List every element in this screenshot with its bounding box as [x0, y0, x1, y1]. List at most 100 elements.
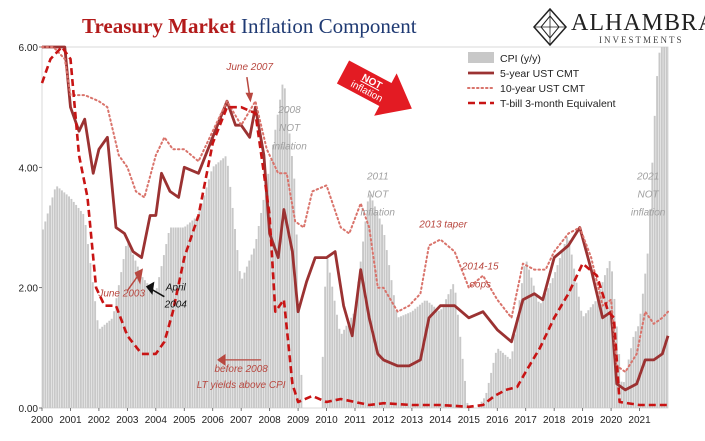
cpi-bar	[357, 281, 360, 408]
cpi-bar	[108, 320, 111, 408]
cpi-bar	[134, 260, 137, 408]
annotation-label: 2013 taper	[418, 220, 467, 231]
cpi-bar	[445, 299, 448, 408]
cpi-bar	[186, 224, 189, 408]
cpi-bar	[639, 313, 642, 408]
x-tick-label: 2011	[344, 415, 366, 426]
cpi-bar	[656, 76, 659, 408]
cpi-bar	[371, 200, 374, 408]
cpi-bar	[127, 242, 130, 408]
cpi-bar	[124, 246, 127, 408]
cpi-bar	[658, 52, 661, 409]
cpi-bar	[437, 310, 440, 408]
legend-label: CPI (y/y)	[500, 53, 541, 65]
cpi-bar	[333, 300, 336, 408]
y-tick-label: 6.00	[19, 43, 39, 54]
cpi-bar	[293, 178, 296, 408]
cpi-bar	[587, 310, 590, 408]
cpi-bar	[269, 159, 272, 408]
annotation-label: 2014-15	[461, 262, 499, 273]
cpi-bar	[53, 189, 56, 408]
x-tick-label: 2001	[59, 415, 82, 426]
cpi-bar	[630, 348, 632, 408]
cpi-bar	[373, 206, 376, 408]
cpi-bar	[276, 114, 279, 408]
cpi-bar	[324, 286, 327, 408]
cpi-bar	[336, 314, 338, 408]
cpi-bar	[435, 308, 438, 408]
legend-label: T-bill 3-month Equivalent	[500, 98, 616, 110]
cpi-bar	[490, 372, 493, 408]
legend-swatch-cpi	[468, 52, 494, 63]
cpi-bar	[46, 213, 49, 408]
cpi-bar	[72, 201, 75, 408]
cpi-bar	[530, 277, 533, 408]
cpi-bar	[549, 283, 552, 408]
cpi-bar	[452, 284, 455, 408]
cpi-bar	[632, 336, 635, 408]
cpi-bar	[537, 301, 540, 408]
cpi-bar	[525, 261, 528, 408]
cpi-bar	[499, 350, 502, 408]
cpi-bar	[234, 229, 236, 408]
cpi-bar	[404, 314, 407, 408]
cpi-bar	[155, 288, 158, 408]
cpi-bar	[58, 188, 61, 408]
chart-title: Treasury Market Inflation Component	[82, 14, 417, 39]
cpi-bar	[174, 227, 177, 408]
cpi-bar	[407, 313, 410, 408]
cpi-bar	[385, 250, 388, 408]
cpi-bar	[191, 220, 194, 408]
annotation-label: oops	[469, 280, 491, 291]
cpi-bar	[355, 301, 357, 408]
cpi-bar	[447, 294, 450, 408]
cpi-bar	[63, 192, 66, 408]
cpi-bar	[381, 224, 383, 408]
april-2004-arrowhead	[145, 281, 155, 295]
cpi-bar	[660, 47, 663, 408]
cpi-bar	[219, 160, 222, 408]
cpi-bar	[158, 277, 161, 408]
cpi-bar	[509, 358, 512, 408]
cpi-bar	[241, 278, 244, 408]
y-tick-label: 0.00	[19, 404, 39, 415]
cpi-bar	[423, 300, 426, 408]
cpi-bar	[551, 278, 554, 408]
series-line-solid	[42, 45, 670, 392]
cpi-bar	[580, 310, 583, 408]
cpi-bar	[331, 286, 334, 408]
cpi-bar	[397, 317, 400, 408]
x-tick-label: 2008	[259, 415, 282, 426]
annotation-label: 2021	[636, 171, 659, 182]
cpi-bar	[279, 99, 282, 408]
cpi-bar	[392, 295, 395, 408]
cpi-bar	[518, 300, 521, 408]
cpi-bar	[573, 268, 576, 408]
cpi-bar	[544, 293, 547, 408]
cpi-bar	[160, 266, 163, 408]
cpi-bar	[433, 306, 436, 408]
cpi-bar	[79, 210, 82, 408]
june-2003-arrowhead	[134, 268, 144, 285]
cpi-bar	[141, 277, 144, 408]
cpi-bar	[151, 289, 153, 408]
cpi-bar	[651, 162, 654, 408]
annotation-label: inflation	[631, 207, 666, 218]
cpi-bar	[400, 316, 402, 408]
cpi-bar	[343, 329, 346, 408]
y-tick-label: 2.00	[19, 284, 39, 295]
annotation-label: 2011	[366, 171, 389, 182]
cpi-bar	[326, 258, 329, 408]
cpi-bar	[193, 218, 196, 408]
annotation-label: NOT	[638, 189, 660, 200]
cpi-bar	[328, 272, 331, 408]
cpi-bar	[606, 268, 609, 408]
cpi-bar	[60, 190, 63, 408]
cpi-bar	[298, 304, 300, 408]
x-tick-label: 2004	[145, 415, 168, 426]
cpi-bar	[585, 313, 587, 408]
cpi-bar	[511, 351, 514, 408]
series-line-dashed	[40, 45, 668, 409]
